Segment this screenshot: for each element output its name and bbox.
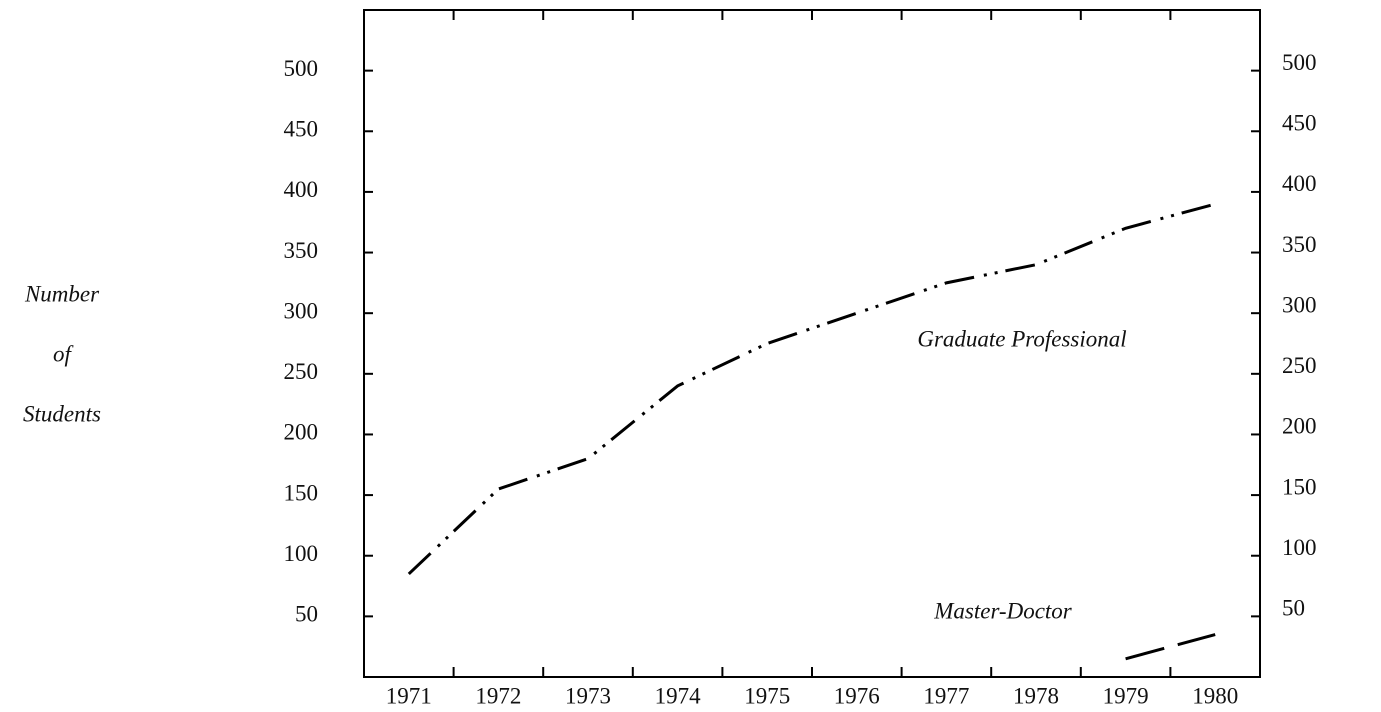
y-tick-label: 200: [284, 420, 319, 445]
y2-tick-label: 500: [1282, 50, 1317, 75]
y2-tick-label: 150: [1282, 474, 1317, 499]
y-tick-label: 150: [284, 480, 319, 505]
y-tick-label: 350: [284, 238, 319, 263]
series-line: [407, 202, 1216, 576]
x-tick-label: 1977: [923, 683, 969, 708]
y2-tick-label: 250: [1282, 353, 1317, 378]
series-label: Graduate Professional: [917, 326, 1126, 351]
y-tick-label: 50: [295, 602, 318, 627]
y2-tick-label: 400: [1282, 171, 1317, 196]
x-tick-label: 1980: [1192, 683, 1238, 708]
y-axis-label: Number: [24, 281, 100, 306]
x-tick-label: 1974: [655, 683, 702, 708]
series-line: [1125, 633, 1216, 661]
y2-tick-label: 50: [1282, 596, 1305, 621]
y-tick-label: 450: [284, 117, 319, 142]
y2-tick-label: 300: [1282, 292, 1317, 317]
y-axis-label: Students: [23, 401, 101, 426]
x-tick-label: 1978: [1013, 683, 1059, 708]
y2-tick-label: 200: [1282, 414, 1317, 439]
y-tick-label: 500: [284, 56, 319, 81]
x-tick-label: 1975: [744, 683, 790, 708]
y2-tick-label: 350: [1282, 232, 1317, 257]
x-tick-label: 1971: [386, 683, 432, 708]
y2-tick-label: 100: [1282, 535, 1317, 560]
x-tick-label: 1972: [475, 683, 521, 708]
y-tick-label: 400: [284, 177, 319, 202]
y-tick-label: 300: [284, 298, 319, 323]
x-tick-label: 1976: [834, 683, 880, 708]
y2-tick-label: 450: [1282, 111, 1317, 136]
y-tick-label: 100: [284, 541, 319, 566]
y-tick-label: 250: [284, 359, 319, 384]
y-axis-label: of: [53, 341, 75, 366]
series-label: Master-Doctor: [933, 598, 1073, 623]
x-tick-label: 1973: [565, 683, 611, 708]
x-tick-label: 1979: [1103, 683, 1149, 708]
